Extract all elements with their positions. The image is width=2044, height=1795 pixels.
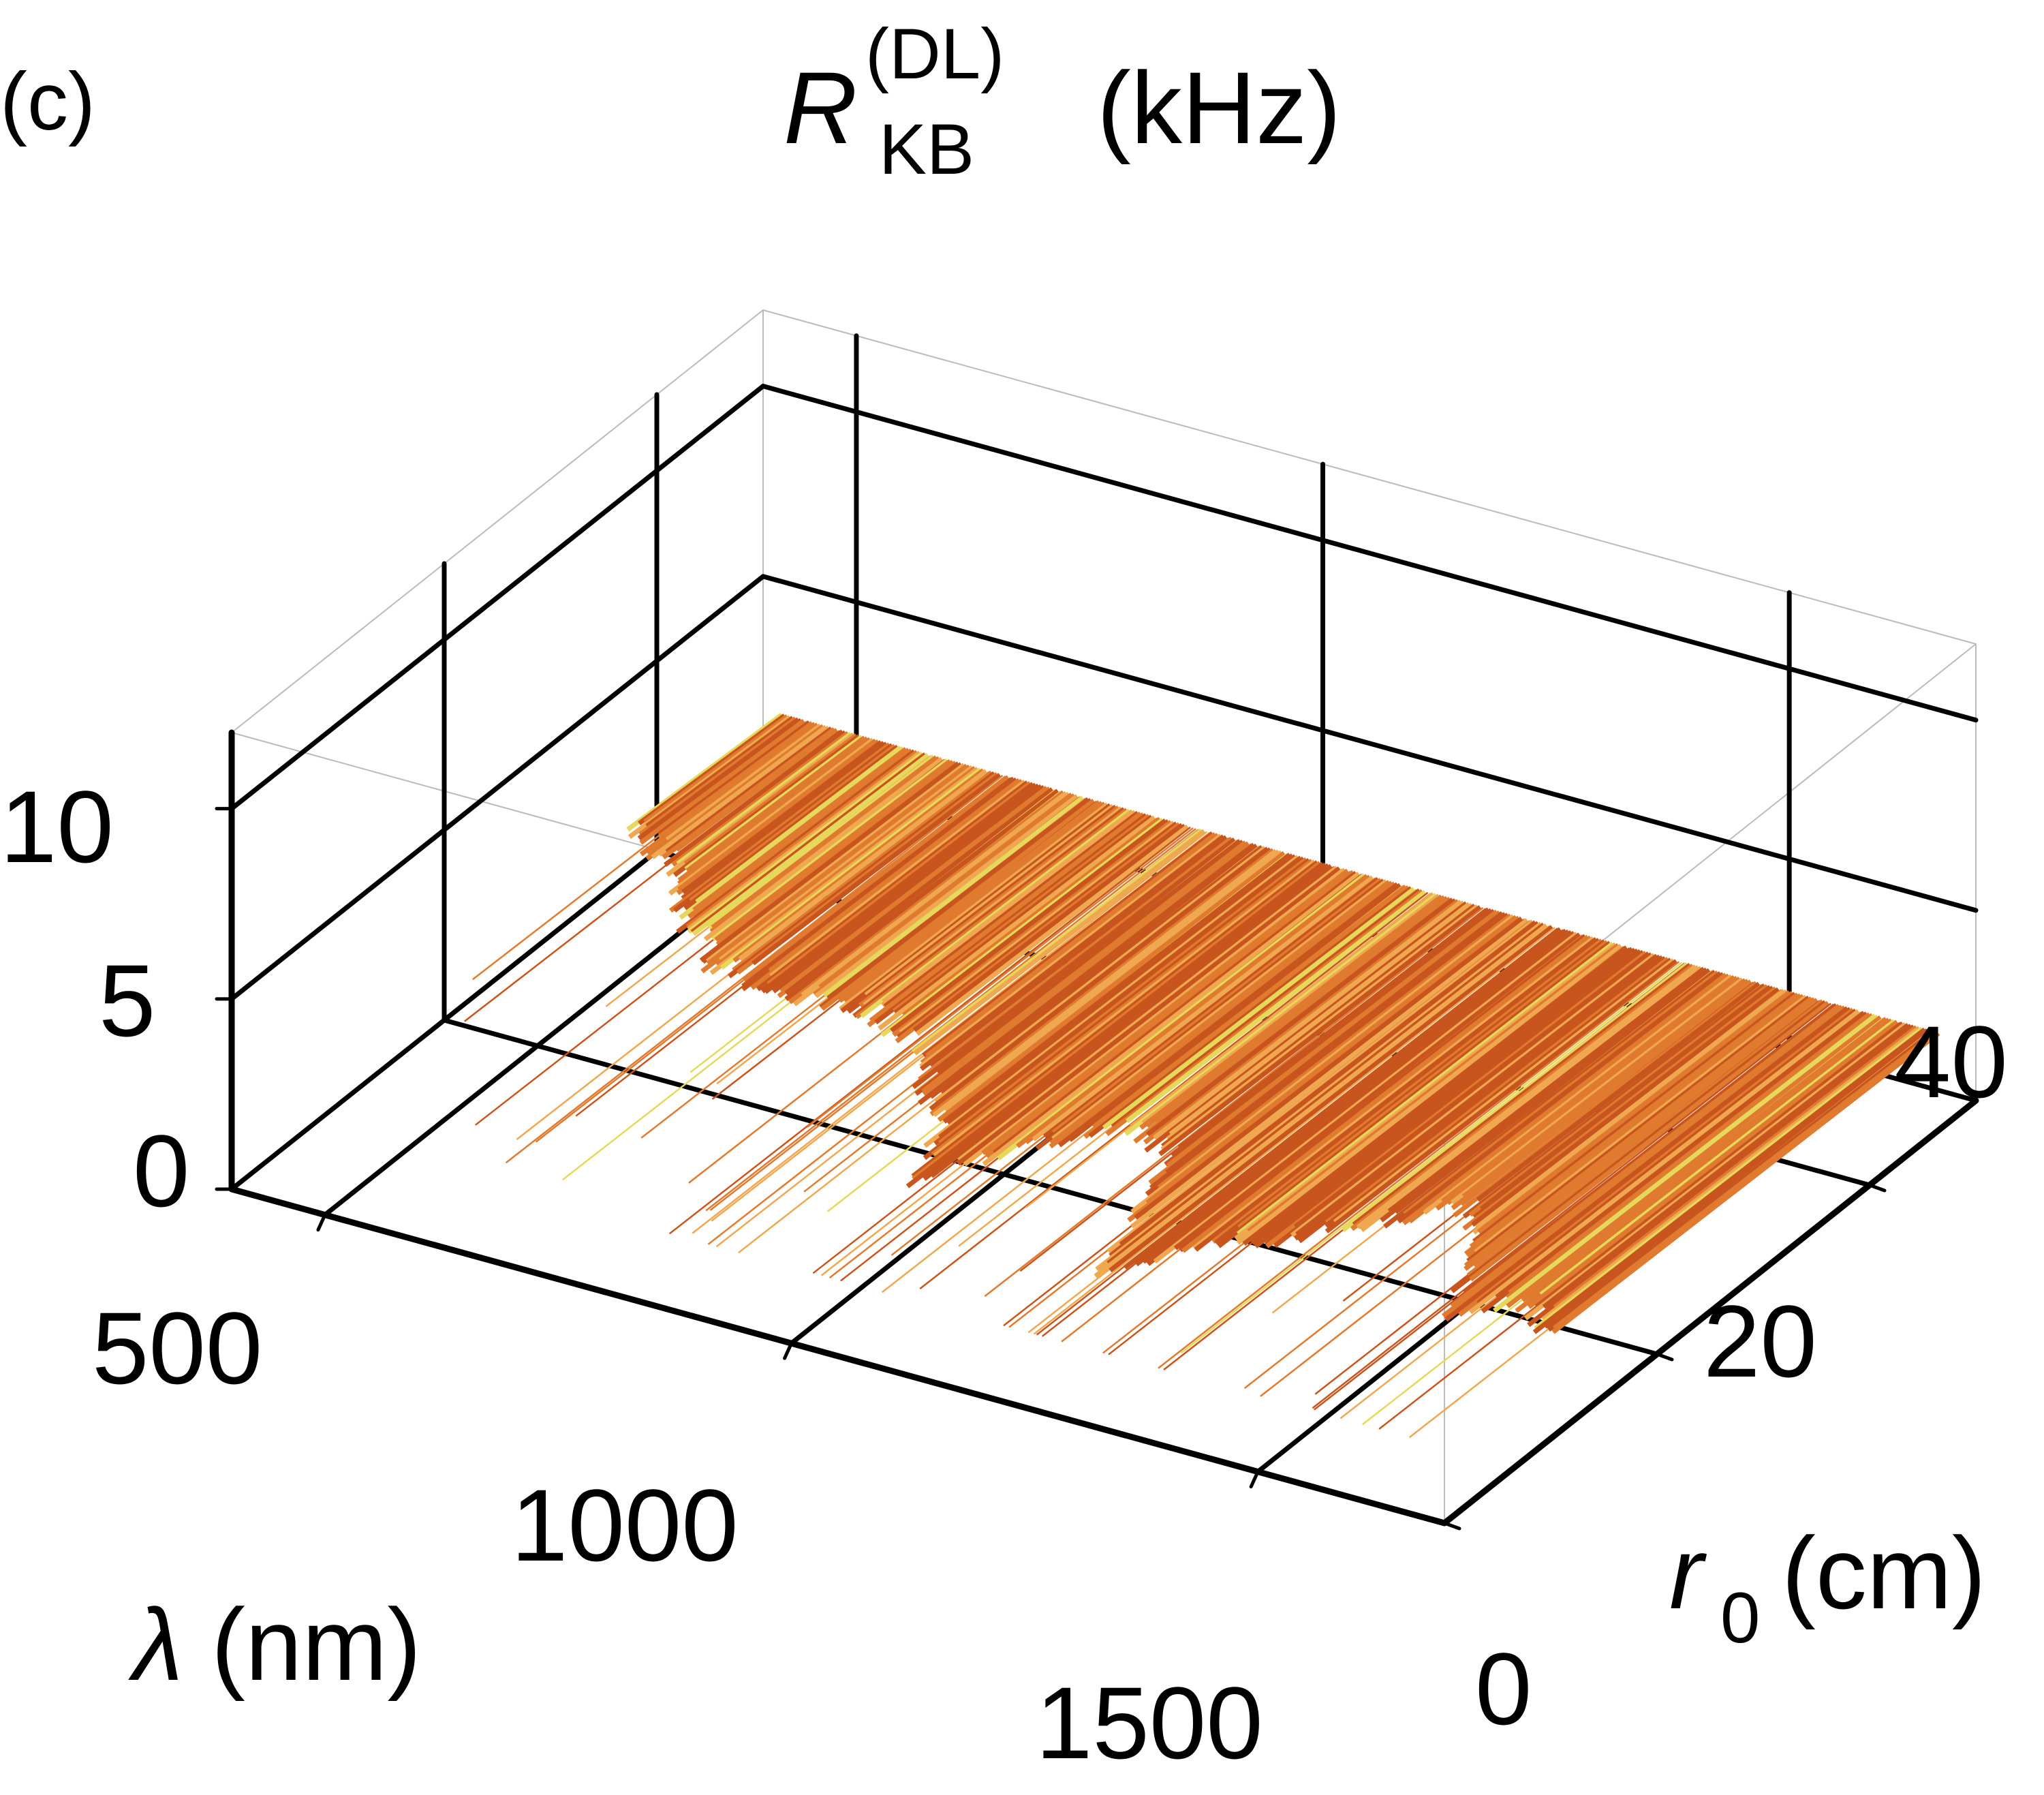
surface-strip bbox=[928, 835, 1228, 1067]
y-tick-label: 20 bbox=[1703, 1284, 1817, 1398]
y-axis-unit: (cm) bbox=[1782, 1516, 1986, 1630]
wall-grid-line bbox=[760, 574, 1979, 913]
surface-strip bbox=[1472, 998, 1819, 1268]
surface-strip bbox=[1180, 962, 1683, 1354]
surface-strip bbox=[1551, 1031, 1940, 1334]
surface-strip bbox=[822, 795, 1085, 998]
surface-strip bbox=[1125, 889, 1427, 1124]
x-tick-label: 1000 bbox=[511, 1468, 739, 1582]
x-axis-unit: (nm) bbox=[211, 1587, 421, 1702]
surface-strip bbox=[1469, 1000, 1830, 1282]
surface-strip bbox=[1123, 927, 1562, 1270]
surface-strip bbox=[1470, 987, 1780, 1227]
y-tick-mark bbox=[1442, 1521, 1461, 1531]
surface-strip bbox=[878, 815, 1156, 1031]
x-axis-symbol: λ bbox=[128, 1587, 183, 1702]
title-unit: (kHz) bbox=[1097, 50, 1341, 165]
surface-strip bbox=[639, 718, 805, 845]
x-tick-mark bbox=[783, 1341, 794, 1360]
surface-strip bbox=[915, 824, 1190, 1037]
surface-strip bbox=[984, 907, 1484, 1298]
surface-strip bbox=[1158, 905, 1482, 1156]
surface-strip bbox=[919, 891, 1429, 1290]
surface-strip bbox=[675, 728, 839, 852]
surface-strip bbox=[1130, 918, 1529, 1229]
surface-strip bbox=[1158, 961, 1680, 1369]
title-subscript: KB bbox=[879, 110, 974, 189]
surface-strip bbox=[1325, 959, 1678, 1233]
surface-strip bbox=[705, 828, 1196, 1212]
y-tick-mark bbox=[1655, 1352, 1674, 1362]
surface-strip bbox=[692, 753, 930, 936]
surface-strip bbox=[807, 827, 1194, 1128]
surface-strip bbox=[1242, 945, 1628, 1246]
wall-grid-line bbox=[229, 574, 766, 1002]
y-tick-label: 0 bbox=[1475, 1631, 1532, 1746]
surface-strip bbox=[1173, 932, 1581, 1251]
surface-strip bbox=[752, 773, 1002, 966]
y-axis-line bbox=[1441, 1097, 1979, 1526]
surface-strip bbox=[657, 721, 814, 839]
surface-strip bbox=[1527, 1019, 1899, 1309]
x-tick-label: 500 bbox=[92, 1291, 262, 1405]
y-tick-mark bbox=[1868, 1183, 1887, 1193]
box-edge bbox=[762, 309, 1977, 645]
surface-strip bbox=[1033, 927, 1555, 1335]
title-superscript: (DL) bbox=[865, 14, 1004, 94]
surface-strip bbox=[981, 868, 1350, 1155]
surface-strip bbox=[1312, 1002, 1831, 1409]
surface-strip bbox=[922, 841, 1250, 1096]
surface-strip bbox=[1393, 968, 1712, 1214]
surface-strip bbox=[1476, 981, 1761, 1202]
y-axis-subscript: 0 bbox=[1720, 1578, 1760, 1658]
surface-strip bbox=[1094, 923, 1548, 1278]
x-axis-line bbox=[228, 1186, 1448, 1526]
x-tick-label: 1500 bbox=[1036, 1666, 1263, 1780]
surface-strip bbox=[957, 866, 1342, 1166]
surface-strip bbox=[1459, 979, 1752, 1206]
surface-strip bbox=[814, 794, 1079, 998]
surface-strip bbox=[665, 723, 822, 842]
z-tick-label: 10 bbox=[0, 769, 114, 884]
surface-strip bbox=[784, 788, 1059, 1002]
z-tick-label: 5 bbox=[99, 943, 155, 1058]
surface-strip bbox=[1236, 944, 1623, 1245]
surface-strip bbox=[668, 826, 1191, 1235]
axis-lines bbox=[215, 729, 1979, 1531]
x-tick-mark bbox=[1249, 1470, 1260, 1489]
wall-grid-line bbox=[760, 384, 1979, 723]
box-edge bbox=[231, 309, 764, 733]
surface-strip bbox=[703, 756, 944, 942]
surface-strip bbox=[1032, 875, 1374, 1141]
y-tick-label: 40 bbox=[1894, 1004, 2008, 1119]
z-tick-label: 0 bbox=[133, 1114, 189, 1228]
surface-plot bbox=[463, 712, 1940, 1439]
surface-strip bbox=[738, 769, 988, 962]
x-tick-mark bbox=[316, 1213, 327, 1232]
surface-strip bbox=[820, 799, 1096, 1011]
y-axis-symbol: r bbox=[1669, 1516, 1707, 1630]
title-symbol: R bbox=[784, 50, 857, 165]
surface-strip bbox=[1102, 887, 1416, 1130]
panel-label: (c) bbox=[0, 56, 95, 147]
surface-strip bbox=[1068, 883, 1402, 1142]
surface-strip bbox=[929, 843, 1258, 1099]
surface-strip bbox=[912, 837, 1237, 1090]
surface-strip bbox=[1134, 916, 1523, 1220]
surface-strip bbox=[1506, 1015, 1883, 1308]
surface-strip bbox=[742, 775, 1010, 982]
surface-strip bbox=[1543, 1028, 1930, 1329]
surface-strip bbox=[913, 829, 1206, 1056]
surface-strip bbox=[937, 851, 1286, 1122]
wall-grid-line bbox=[229, 384, 766, 812]
surface-strip bbox=[1468, 1009, 1860, 1315]
surface-strip bbox=[982, 872, 1361, 1167]
surface-strip bbox=[929, 864, 1333, 1178]
surface-strip bbox=[1109, 925, 1554, 1273]
surface-strip bbox=[784, 787, 1054, 996]
